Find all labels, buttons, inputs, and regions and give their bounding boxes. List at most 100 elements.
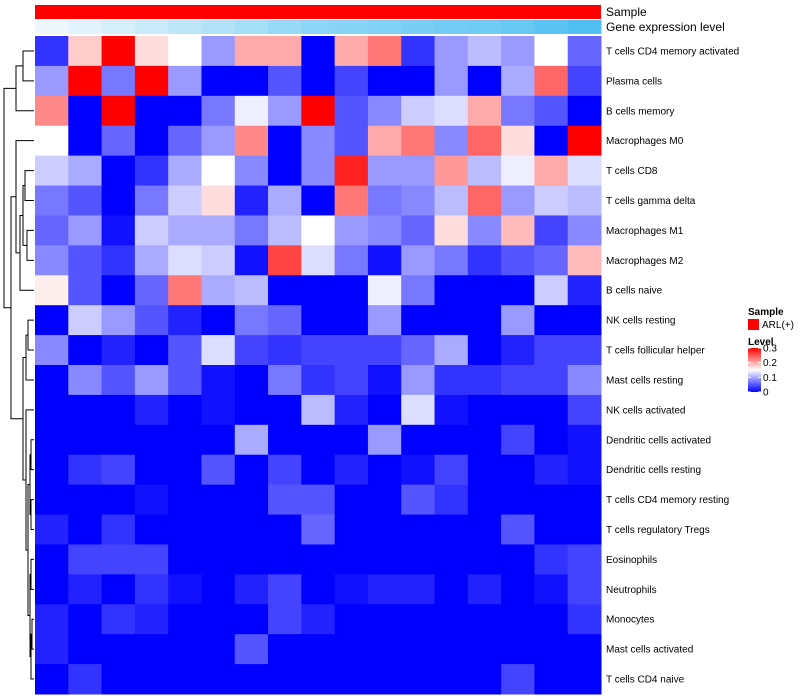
heatmap-cell bbox=[268, 245, 302, 276]
legend-level-ticks: 0.3 0.2 0.1 0 bbox=[748, 344, 777, 399]
heatmap-cell bbox=[367, 36, 402, 67]
annotation-sample-bar bbox=[35, 5, 601, 19]
heatmap-cell bbox=[401, 245, 436, 276]
heatmap-cell bbox=[567, 65, 602, 97]
heatmap-cell bbox=[268, 664, 302, 695]
heatmap-cell bbox=[434, 544, 469, 575]
heatmap-cell bbox=[567, 484, 602, 516]
heatmap-cell bbox=[467, 36, 502, 67]
heatmap-cell bbox=[201, 604, 236, 635]
heatmap-cell bbox=[367, 275, 402, 306]
heatmap-cell bbox=[467, 95, 502, 127]
heatmap-cell bbox=[334, 65, 369, 97]
annotation-expression-cell bbox=[501, 20, 535, 34]
heatmap-cell bbox=[367, 245, 402, 276]
legend-sample-swatch bbox=[748, 319, 759, 330]
heatmap-cell bbox=[467, 215, 502, 246]
heatmap-cell bbox=[501, 454, 535, 486]
heatmap-cell bbox=[68, 215, 103, 246]
heatmap-cell bbox=[68, 394, 103, 426]
heatmap-cell bbox=[234, 664, 269, 695]
heatmap-cell bbox=[434, 305, 469, 336]
heatmap-cell bbox=[467, 424, 502, 456]
heatmap-cell bbox=[201, 365, 236, 396]
dendrogram-branch bbox=[25, 334, 34, 381]
heatmap-cell bbox=[168, 215, 202, 246]
heatmap-cell bbox=[101, 484, 136, 516]
heatmap-cell bbox=[101, 664, 136, 695]
heatmap-cell bbox=[168, 544, 202, 575]
legend-level-title: Level bbox=[748, 337, 774, 348]
annotation-expression-cell bbox=[268, 20, 302, 34]
heatmap-cell bbox=[268, 454, 302, 486]
dendrogram-branch bbox=[27, 319, 34, 351]
heatmap-cell bbox=[534, 65, 569, 97]
heatmap-cell bbox=[534, 125, 569, 157]
heatmap-cell bbox=[68, 275, 103, 306]
heatmap-cell bbox=[168, 634, 202, 665]
heatmap-cell bbox=[35, 95, 69, 127]
heatmap-cell bbox=[467, 574, 502, 605]
heatmap-cell bbox=[434, 664, 469, 695]
heatmap-cell bbox=[334, 185, 369, 216]
heatmap-cell bbox=[268, 424, 302, 456]
heatmap-cell bbox=[401, 634, 436, 665]
heatmap-cell bbox=[367, 95, 402, 127]
heatmap-cell bbox=[201, 215, 236, 246]
legend-sample-title: Sample bbox=[748, 307, 784, 318]
heatmap-cell bbox=[168, 245, 202, 276]
heatmap-cell bbox=[68, 454, 103, 486]
heatmap-cell bbox=[101, 185, 136, 216]
row-label: T cells CD4 memory activated bbox=[606, 46, 739, 57]
heatmap-cell bbox=[334, 305, 369, 336]
heatmap-cell bbox=[201, 454, 236, 486]
heatmap-cell bbox=[101, 275, 136, 306]
heatmap-cell bbox=[401, 185, 436, 216]
heatmap-cell bbox=[501, 125, 535, 157]
annotation-expression-cell bbox=[367, 20, 402, 34]
heatmap-cell bbox=[401, 664, 436, 695]
heatmap-cell bbox=[367, 215, 402, 246]
annotation-expression-cell bbox=[35, 20, 69, 34]
heatmap-cell bbox=[401, 65, 436, 97]
heatmap-cell bbox=[367, 634, 402, 665]
heatmap-cell bbox=[234, 155, 269, 187]
heatmap-cell bbox=[334, 215, 369, 246]
heatmap-cell bbox=[134, 335, 169, 366]
heatmap-cell bbox=[268, 185, 302, 216]
heatmap-cells bbox=[35, 36, 602, 695]
row-label: NK cells resting bbox=[606, 316, 675, 327]
heatmap-cell bbox=[101, 245, 136, 276]
heatmap-cell bbox=[534, 634, 569, 665]
heatmap-cell bbox=[201, 664, 236, 695]
heatmap-cell bbox=[268, 125, 302, 157]
row-label: Plasma cells bbox=[606, 76, 662, 87]
heatmap-cell bbox=[367, 604, 402, 635]
heatmap-cell bbox=[367, 394, 402, 426]
heatmap-cell bbox=[168, 574, 202, 605]
heatmap-cell bbox=[434, 65, 469, 97]
heatmap-cell bbox=[168, 65, 202, 97]
heatmap-cell bbox=[367, 365, 402, 396]
heatmap-cell bbox=[68, 634, 103, 665]
heatmap-cell bbox=[401, 305, 436, 336]
heatmap-cell bbox=[234, 245, 269, 276]
heatmap-cell bbox=[35, 514, 69, 545]
heatmap-cell bbox=[35, 574, 69, 605]
heatmap-cell bbox=[201, 544, 236, 575]
heatmap-cell bbox=[334, 36, 369, 67]
heatmap-cell bbox=[268, 365, 302, 396]
legend-tick-label: 0.2 bbox=[763, 358, 777, 369]
heatmap-cell bbox=[467, 125, 502, 157]
heatmap-cell bbox=[234, 65, 269, 97]
heatmap-cell bbox=[234, 634, 269, 665]
heatmap-cell bbox=[101, 36, 136, 67]
heatmap-cell bbox=[534, 305, 569, 336]
heatmap-cell bbox=[434, 424, 469, 456]
heatmap-cell bbox=[367, 544, 402, 575]
heatmap-cell bbox=[168, 305, 202, 336]
heatmap-cell bbox=[168, 604, 202, 635]
heatmap-cell bbox=[234, 514, 269, 545]
legend-sample-item: ARL(+) bbox=[762, 320, 794, 331]
heatmap-cell bbox=[401, 604, 436, 635]
